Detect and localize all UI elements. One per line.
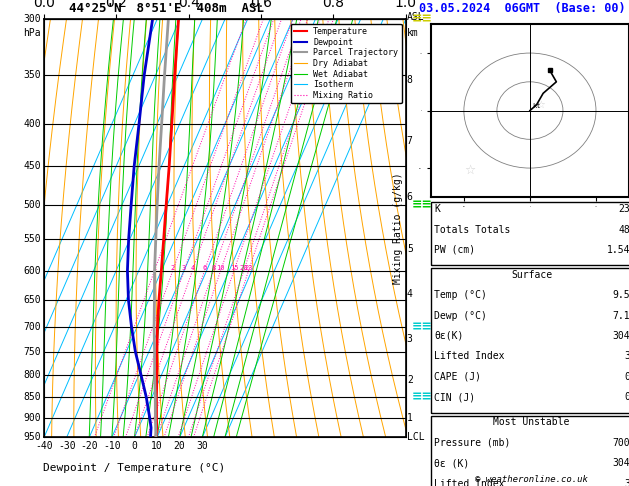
Text: ☆: ☆ — [464, 164, 475, 177]
Text: 0: 0 — [625, 392, 629, 402]
Text: 2: 2 — [170, 265, 175, 271]
Text: K: K — [434, 204, 440, 214]
Text: 23: 23 — [618, 204, 629, 214]
Text: ≡≡: ≡≡ — [412, 198, 433, 211]
Text: 03.05.2024  06GMT  (Base: 00): 03.05.2024 06GMT (Base: 00) — [419, 1, 625, 15]
Text: -40: -40 — [35, 441, 53, 451]
Text: 5: 5 — [407, 244, 413, 254]
Text: Temp (°C): Temp (°C) — [434, 290, 487, 300]
Text: 550: 550 — [23, 234, 41, 244]
Text: 600: 600 — [23, 266, 41, 276]
Text: 3: 3 — [182, 265, 186, 271]
Text: 15: 15 — [230, 265, 238, 271]
Text: -30: -30 — [58, 441, 75, 451]
Text: 304: 304 — [613, 331, 629, 341]
Text: 7: 7 — [407, 137, 413, 146]
Text: 1: 1 — [407, 413, 413, 423]
Legend: Temperature, Dewpoint, Parcel Trajectory, Dry Adiabat, Wet Adiabat, Isotherm, Mi: Temperature, Dewpoint, Parcel Trajectory… — [291, 24, 401, 103]
Text: © weatheronline.co.uk: © weatheronline.co.uk — [475, 474, 588, 484]
Text: km: km — [407, 28, 418, 37]
Text: Lifted Index: Lifted Index — [434, 479, 504, 486]
Text: 48: 48 — [618, 225, 629, 235]
Text: 6: 6 — [203, 265, 207, 271]
Text: 0: 0 — [131, 441, 137, 451]
Text: 8: 8 — [407, 75, 413, 86]
Text: 4: 4 — [190, 265, 194, 271]
Text: 0: 0 — [625, 372, 629, 382]
Text: ≡≡: ≡≡ — [412, 391, 433, 403]
Text: CIN (J): CIN (J) — [434, 392, 475, 402]
Text: ASL: ASL — [407, 12, 425, 22]
Text: 350: 350 — [23, 70, 41, 80]
Text: 8: 8 — [211, 265, 216, 271]
Text: Pressure (mb): Pressure (mb) — [434, 438, 510, 448]
Text: -10: -10 — [103, 441, 121, 451]
Text: 850: 850 — [23, 392, 41, 402]
Text: -20: -20 — [81, 441, 98, 451]
Text: 3: 3 — [625, 351, 629, 362]
Text: 750: 750 — [23, 347, 41, 357]
Text: 800: 800 — [23, 370, 41, 380]
Text: θε(K): θε(K) — [434, 331, 464, 341]
Text: ≡≡: ≡≡ — [412, 320, 433, 333]
Text: 44°25'N  8°51'E  408m  ASL: 44°25'N 8°51'E 408m ASL — [69, 1, 264, 15]
Text: 700: 700 — [613, 438, 629, 448]
Text: ≡≡: ≡≡ — [412, 13, 433, 26]
Text: 304: 304 — [613, 458, 629, 469]
Text: ☆: ☆ — [537, 100, 545, 110]
Text: 20: 20 — [240, 265, 248, 271]
Text: 7.1: 7.1 — [613, 311, 629, 321]
Text: Dewp (°C): Dewp (°C) — [434, 311, 487, 321]
Text: hPa: hPa — [23, 28, 41, 37]
Text: 3: 3 — [625, 479, 629, 486]
Text: 3: 3 — [407, 334, 413, 345]
Text: kt: kt — [532, 103, 540, 109]
Text: 400: 400 — [23, 119, 41, 129]
Text: 900: 900 — [23, 413, 41, 423]
Text: 1: 1 — [152, 265, 157, 271]
Text: 300: 300 — [23, 15, 41, 24]
Text: 650: 650 — [23, 295, 41, 305]
Text: 9.5: 9.5 — [613, 290, 629, 300]
Text: 20: 20 — [174, 441, 186, 451]
Text: Surface: Surface — [511, 270, 552, 280]
Text: Lifted Index: Lifted Index — [434, 351, 504, 362]
Text: Totals Totals: Totals Totals — [434, 225, 510, 235]
Text: 500: 500 — [23, 200, 41, 209]
Text: 10: 10 — [216, 265, 225, 271]
Text: LCL: LCL — [407, 433, 425, 442]
Text: PW (cm): PW (cm) — [434, 245, 475, 255]
Text: 2: 2 — [407, 375, 413, 384]
Text: 6: 6 — [407, 192, 413, 202]
Text: CAPE (J): CAPE (J) — [434, 372, 481, 382]
Text: 4: 4 — [407, 289, 413, 299]
Text: 450: 450 — [23, 161, 41, 172]
Text: θε (K): θε (K) — [434, 458, 469, 469]
Text: 1.54: 1.54 — [607, 245, 629, 255]
Text: 30: 30 — [196, 441, 208, 451]
Text: 23: 23 — [244, 265, 253, 271]
Text: Most Unstable: Most Unstable — [493, 417, 570, 428]
Text: 950: 950 — [23, 433, 41, 442]
Text: 700: 700 — [23, 322, 41, 331]
Text: 10: 10 — [151, 441, 163, 451]
Text: Dewpoint / Temperature (°C): Dewpoint / Temperature (°C) — [43, 463, 226, 473]
Text: Mixing Ratio (g/kg): Mixing Ratio (g/kg) — [392, 173, 403, 284]
